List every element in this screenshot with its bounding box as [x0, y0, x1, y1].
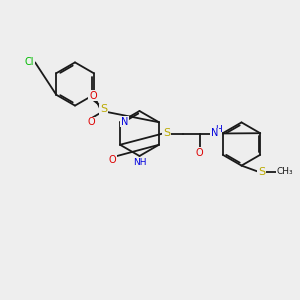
Text: S: S — [258, 167, 265, 177]
Text: O: O — [88, 117, 95, 128]
Text: N: N — [121, 117, 128, 127]
Text: O: O — [109, 155, 117, 165]
Text: S: S — [163, 128, 170, 139]
Text: O: O — [89, 91, 97, 101]
Text: O: O — [196, 148, 203, 158]
Text: S: S — [100, 104, 107, 115]
Text: NH: NH — [133, 158, 146, 167]
Text: CH₃: CH₃ — [277, 167, 293, 176]
Text: N: N — [211, 128, 218, 139]
Text: Cl: Cl — [25, 57, 34, 68]
Text: H: H — [215, 125, 222, 134]
